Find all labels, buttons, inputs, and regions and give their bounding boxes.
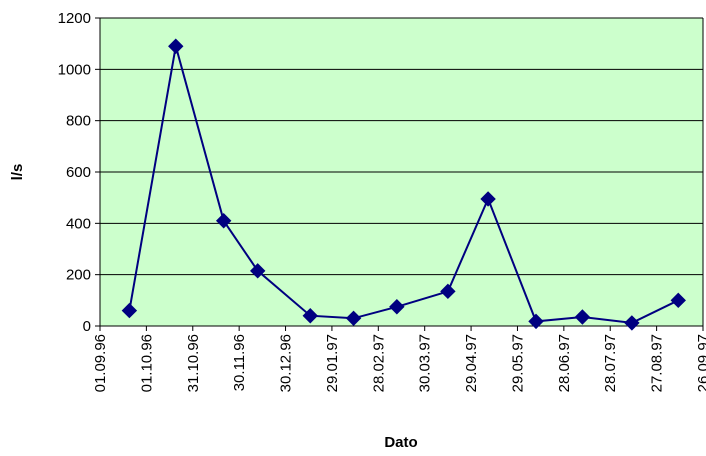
y-ticks: 0 200 400 600 800 1000 1200: [58, 10, 100, 335]
data-point-marker: [302, 308, 318, 324]
y-tick-label: 1000: [58, 61, 91, 78]
y-tick-label: 200: [66, 267, 91, 284]
x-tick-label: 30.12.96: [278, 334, 295, 392]
data-point-marker: [215, 213, 232, 229]
data-point-marker: [168, 38, 184, 54]
data-point-marker: [250, 263, 266, 279]
x-tick-label: 28.02.97: [370, 334, 387, 392]
data-point-marker: [670, 292, 686, 309]
x-tick-label: 01.10.96: [138, 334, 155, 392]
x-tick-label: 30.11.96: [231, 334, 248, 391]
y-axis-title: l/s: [9, 164, 26, 181]
data-point-marker: [389, 299, 405, 315]
series-group: [121, 38, 686, 331]
x-tick-label: 29.04.97: [463, 334, 480, 392]
y-tick-label: 1200: [58, 10, 91, 27]
x-ticks: 01.09.96 01.10.96 31.10.96 30.11.96 30.12.96…: [92, 326, 706, 392]
x-axis-title: Dato: [384, 434, 417, 451]
x-tick-label: 28.07.97: [602, 334, 619, 392]
y-tick-label: 400: [66, 215, 91, 232]
data-point-marker: [574, 309, 591, 325]
data-point-marker: [480, 191, 496, 207]
y-tick-label: 0: [83, 318, 91, 335]
x-tick-label: 30.03.97: [417, 334, 434, 392]
data-point-marker: [528, 313, 544, 330]
gridlines: [100, 17, 703, 276]
x-tick-label: 29.05.97: [509, 334, 526, 392]
x-tick-label: 26.09.97: [695, 334, 706, 392]
x-tick-label: 29.01.97: [324, 334, 341, 392]
y-tick-label: 600: [66, 164, 91, 181]
data-point-marker: [345, 310, 362, 327]
y-tick-label: 800: [66, 113, 91, 130]
data-point-marker: [624, 315, 640, 331]
x-tick-label: 31.10.96: [185, 334, 202, 392]
x-tick-label: 27.08.97: [649, 334, 666, 392]
x-tick-label: 01.09.96: [92, 334, 109, 392]
data-point-marker: [440, 283, 456, 300]
data-point-marker: [121, 302, 138, 319]
x-tick-label: 28.06.97: [556, 334, 573, 392]
